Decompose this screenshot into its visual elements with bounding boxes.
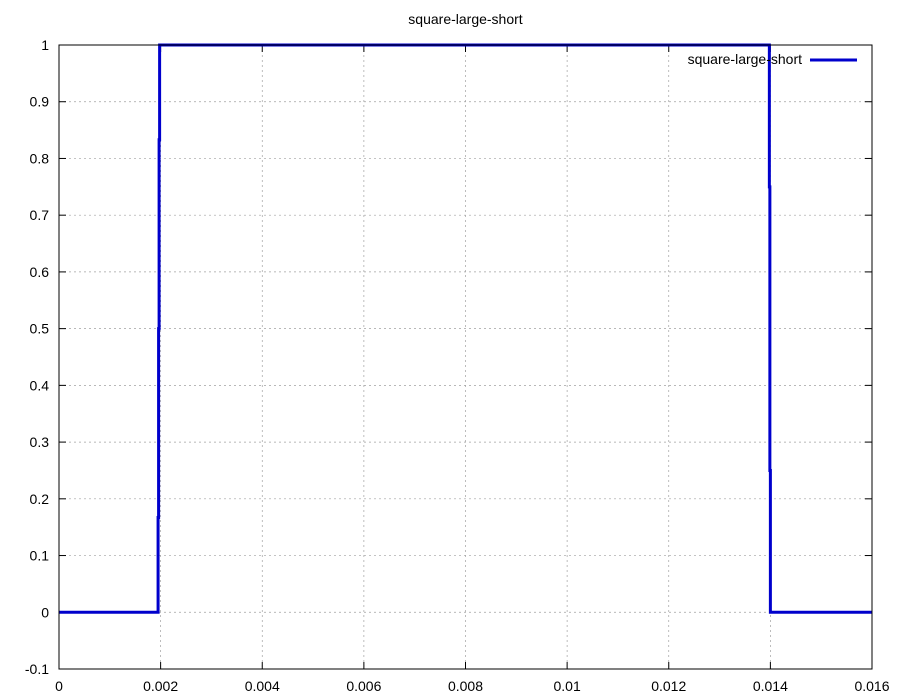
y-tick-label: 0.4 — [30, 377, 50, 393]
series-line — [59, 43, 872, 614]
x-tick-label: 0.016 — [854, 678, 889, 694]
x-tick-label: 0.01 — [554, 678, 581, 694]
x-tick-label: 0.014 — [753, 678, 788, 694]
y-tick-label: 0.2 — [30, 491, 50, 507]
legend-label: square-large-short — [688, 51, 802, 67]
y-tick-label: 0.8 — [30, 150, 50, 166]
plot-frame — [58, 44, 873, 670]
x-tick-label: 0.012 — [651, 678, 686, 694]
chart-title: square-large-short — [408, 11, 522, 27]
y-tick-label: 1 — [41, 37, 49, 53]
x-tick-label: 0.002 — [143, 678, 178, 694]
x-tick-label: 0.006 — [346, 678, 381, 694]
y-tick-label: 0.7 — [30, 207, 50, 223]
y-tick-label: 0 — [41, 604, 49, 620]
y-tick-label: 0.9 — [30, 94, 50, 110]
x-tick-label: 0.008 — [448, 678, 483, 694]
x-tick-label: 0.004 — [245, 678, 280, 694]
y-tick-label: -0.1 — [25, 661, 49, 677]
y-tick-label: 0.1 — [30, 548, 50, 564]
grid — [59, 45, 872, 669]
y-tick-label: 0.6 — [30, 264, 50, 280]
tick-labels: 0 0.002 0.004 0.006 0.008 0.01 0.012 0.014 0.016… — [25, 37, 890, 694]
x-tick-label: 0 — [55, 678, 63, 694]
y-tick-label: 0.5 — [30, 321, 50, 337]
legend: square-large-short — [688, 51, 857, 67]
series-layer — [59, 43, 872, 614]
y-tick-label: 0.3 — [30, 434, 50, 450]
